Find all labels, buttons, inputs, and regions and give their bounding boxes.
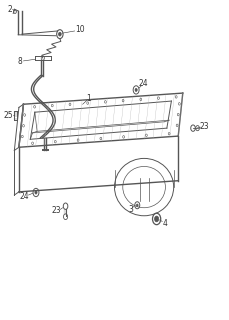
Circle shape (35, 191, 37, 194)
Text: 24: 24 (20, 192, 29, 201)
Circle shape (135, 88, 137, 92)
Text: 23: 23 (52, 206, 61, 215)
Circle shape (155, 216, 159, 222)
Text: 3: 3 (128, 205, 133, 214)
Text: 1: 1 (86, 94, 91, 103)
Circle shape (58, 32, 61, 36)
Text: 10: 10 (76, 25, 85, 34)
Text: 4: 4 (162, 219, 167, 228)
Text: 23: 23 (200, 122, 209, 131)
Text: 8: 8 (18, 57, 22, 66)
Circle shape (136, 204, 138, 206)
Text: 25: 25 (3, 111, 13, 120)
Text: 24: 24 (138, 79, 148, 88)
Text: 2: 2 (7, 5, 12, 14)
